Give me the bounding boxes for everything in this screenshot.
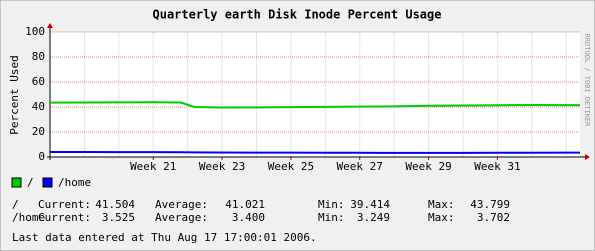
stats-cell: 41.021	[225, 198, 265, 211]
y-tick-label: 80	[32, 50, 45, 63]
stats-cell: Max:	[428, 211, 455, 224]
stats-cell: 3.400	[232, 211, 265, 224]
y-tick-label: 0	[38, 150, 45, 163]
stats-cell: Average:	[155, 198, 208, 211]
legend-label: /	[27, 176, 34, 189]
y-axis-label: Percent Used	[8, 55, 21, 134]
y-tick-label: 60	[32, 75, 45, 88]
legend-swatch	[11, 177, 22, 188]
x-tick-label: Week 25	[268, 160, 314, 173]
x-tick-label: Week 27	[337, 160, 383, 173]
series-line	[49, 101, 580, 109]
stats-name: /	[12, 198, 19, 211]
y-arrow	[47, 23, 53, 28]
stats-cell: 39.414	[350, 198, 390, 211]
stats-cell: 41.504	[95, 198, 135, 211]
stats-cell: 3.702	[477, 211, 510, 224]
x-tick-label: Week 23	[199, 160, 245, 173]
stats-cell: 43.799	[470, 198, 510, 211]
stats-cell: 3.525	[102, 211, 135, 224]
x-tick-label: Week 21	[130, 160, 176, 173]
y-tick-label: 40	[32, 100, 45, 113]
plot-area	[50, 32, 580, 157]
stats-cell: Min:	[318, 198, 345, 211]
stats-cell: Average:	[155, 211, 208, 224]
stats-cell: 3.249	[357, 211, 390, 224]
stats-cell: Max:	[428, 198, 455, 211]
y-tick-label: 20	[32, 125, 45, 138]
watermark: RRDTOOL / TOBI OETIKER	[583, 34, 591, 128]
x-arrow	[585, 154, 590, 160]
stats-name: /home	[12, 211, 45, 224]
stats-cell: Current:	[38, 198, 91, 211]
legend-label: /home	[58, 176, 91, 189]
y-tick-label: 100	[25, 25, 45, 38]
footer: Last data entered at Thu Aug 17 17:00:01…	[12, 231, 317, 244]
stats-cell: Min:	[318, 211, 345, 224]
stats-cell: Current:	[38, 211, 91, 224]
x-tick-label: Week 31	[474, 160, 520, 173]
x-tick-label: Week 29	[405, 160, 451, 173]
chart-title: Quarterly earth Disk Inode Percent Usage	[153, 8, 442, 22]
series-line	[50, 151, 580, 154]
legend-swatch	[42, 177, 53, 188]
